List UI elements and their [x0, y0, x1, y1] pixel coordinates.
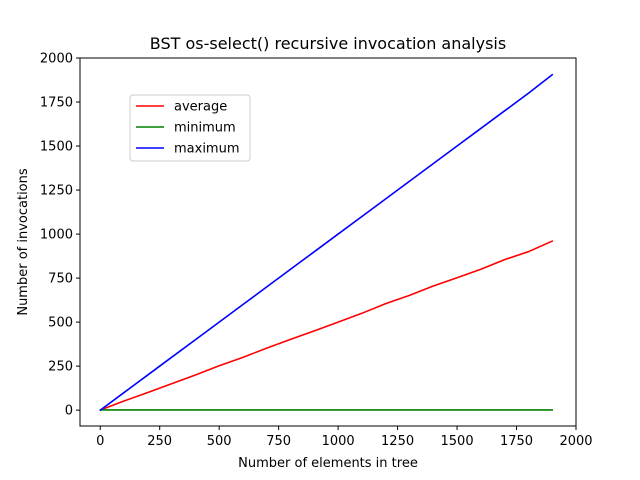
y-axis-title: Number of invocations — [16, 168, 31, 316]
legend: average minimum maximum — [129, 94, 251, 162]
legend-label-average: average — [174, 100, 227, 115]
legend-label-maximum: maximum — [174, 142, 240, 157]
x-tick-label: 1750 — [500, 434, 533, 449]
y-axis: 0 250 500 750 1000 1250 1500 1750 2000 — [40, 52, 80, 419]
x-tick-label: 500 — [207, 434, 232, 449]
x-tick-label: 250 — [147, 434, 172, 449]
plot-area: 0 250 500 750 1000 1250 1500 1750 2000 0 250 500 75… — [40, 52, 593, 450]
x-axis: 0 250 500 750 1000 1250 1500 1750 2000 — [96, 426, 593, 449]
y-tick-label: 1000 — [40, 228, 73, 243]
x-tick-label: 1000 — [322, 434, 355, 449]
plot-frame — [79, 57, 577, 427]
x-tick-label: 750 — [266, 434, 291, 449]
y-tick-label: 750 — [48, 272, 73, 287]
y-tick-label: 2000 — [40, 52, 73, 67]
x-tick-label: 0 — [96, 434, 104, 449]
chart-title: BST os-select() recursive invocation ana… — [150, 34, 506, 53]
y-tick-label: 1500 — [40, 140, 73, 155]
legend-label-minimum: minimum — [174, 121, 236, 136]
y-tick-label: 1250 — [40, 184, 73, 199]
series-line-maximum — [99, 73, 554, 412]
y-tick-label: 500 — [48, 316, 73, 331]
y-tick-label: 0 — [65, 404, 73, 419]
y-tick-label: 250 — [48, 360, 73, 375]
x-tick-label: 1250 — [381, 434, 414, 449]
series-line-average — [99, 240, 554, 412]
legend-box — [129, 94, 251, 162]
y-tick-label: 1750 — [40, 96, 73, 111]
x-tick-label: 2000 — [559, 434, 592, 449]
series-layer — [99, 73, 554, 412]
x-tick-label: 1500 — [441, 434, 474, 449]
x-axis-title: Number of elements in tree — [238, 456, 418, 471]
